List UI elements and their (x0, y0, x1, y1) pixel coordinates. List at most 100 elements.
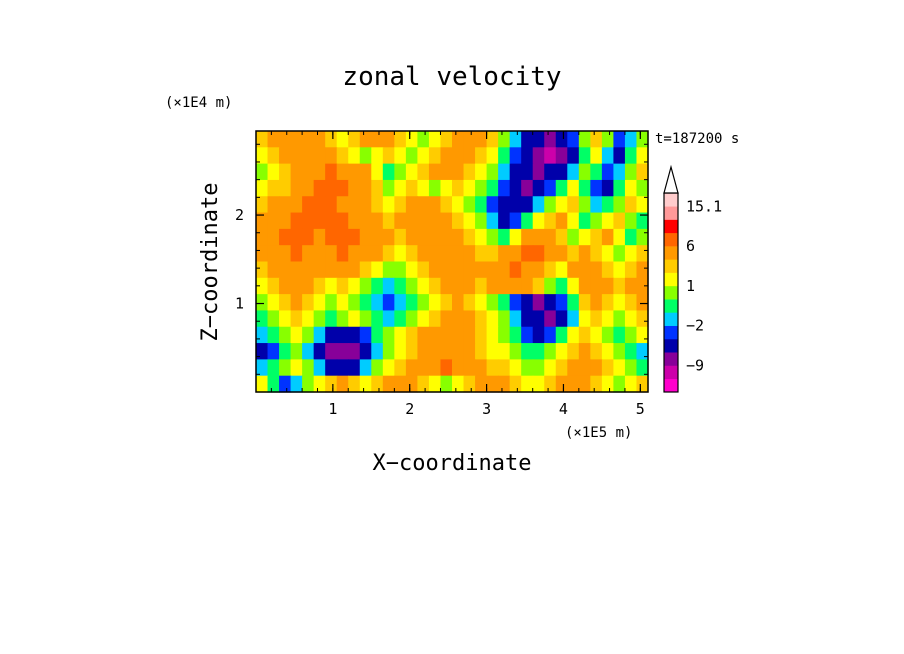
heatmap-cell (302, 131, 315, 148)
heatmap-cell (578, 163, 591, 181)
heatmap-cell (382, 245, 395, 263)
heatmap-cell (509, 131, 522, 148)
heatmap-cell (521, 245, 534, 263)
heatmap-cell (555, 261, 568, 279)
heatmap-cell (394, 326, 407, 344)
heatmap-cell (521, 310, 534, 328)
heatmap-cell (313, 131, 326, 148)
heatmap-cell (313, 179, 326, 197)
heatmap-cell (590, 359, 603, 377)
heatmap-cell (256, 163, 269, 181)
heatmap-cell (348, 310, 361, 328)
heatmap-cell (371, 131, 384, 148)
heatmap-cell (486, 294, 499, 312)
heatmap-cell (279, 261, 292, 279)
heatmap-cell (359, 245, 372, 263)
heatmap-cell (509, 228, 522, 246)
heatmap-cell (256, 179, 269, 197)
heatmap-cell (567, 245, 580, 263)
heatmap-cell (463, 196, 476, 214)
heatmap-cell (336, 179, 349, 197)
heatmap-cell (417, 245, 430, 263)
heatmap-cell (578, 131, 591, 148)
heatmap-cell (590, 326, 603, 344)
heatmap-cell (394, 343, 407, 360)
heatmap-cell (498, 228, 511, 246)
colorbar-segment (664, 272, 678, 287)
heatmap-cell (486, 359, 499, 377)
heatmap-cell (417, 228, 430, 246)
heatmap-cell (256, 131, 269, 148)
heatmap-cell (290, 277, 303, 295)
heatmap-cell (279, 294, 292, 312)
heatmap-cell (636, 343, 649, 360)
heatmap-cell (290, 228, 303, 246)
heatmap-cell (428, 343, 442, 360)
heatmap-cell (555, 179, 568, 197)
colorbar-label: 6 (686, 237, 695, 255)
heatmap-cell (394, 310, 407, 328)
heatmap-cell (509, 179, 522, 197)
heatmap-cell (452, 245, 465, 263)
heatmap-cell (532, 196, 545, 214)
heatmap-cell (336, 228, 349, 246)
heatmap-cell (382, 294, 395, 312)
heatmap-cell (578, 212, 591, 230)
heatmap-cell (440, 196, 453, 214)
heatmap-cell (348, 277, 361, 295)
heatmap-cell (382, 326, 395, 344)
heatmap-cell (544, 245, 557, 263)
heatmap-cell (302, 163, 315, 181)
heatmap-cell (590, 343, 603, 360)
y-axis-label: Z−coordinate (198, 183, 223, 342)
heatmap-cell (613, 261, 626, 279)
heatmap-cell (624, 131, 638, 148)
heatmap-cell (532, 147, 545, 165)
colorbar-segment (664, 246, 678, 260)
heatmap-cell (405, 359, 419, 377)
heatmap-cell (475, 310, 488, 328)
heatmap-cell (371, 294, 384, 312)
colorbar-segment (664, 232, 678, 247)
colorbar-segment (664, 325, 678, 340)
heatmap-cell (532, 294, 545, 312)
heatmap-cell (578, 326, 591, 344)
heatmap-cell (290, 163, 303, 181)
heatmap-cell (348, 131, 361, 148)
heatmap-cell (405, 147, 419, 165)
heatmap-cell (325, 147, 338, 165)
heatmap-cell (313, 163, 326, 181)
heatmap-cell (359, 343, 372, 360)
heatmap-cell (486, 147, 499, 165)
heatmap-cell (394, 147, 407, 165)
heatmap-cell (428, 147, 442, 165)
heatmap-cell (567, 196, 580, 214)
x-tick-label: 1 (328, 400, 337, 418)
heatmap-cell (394, 163, 407, 181)
heatmap-cell (359, 326, 372, 344)
heatmap-cell (256, 245, 269, 263)
heatmap-cell (463, 375, 476, 393)
heatmap-cell (348, 147, 361, 165)
x-axis-label: X−coordinate (373, 451, 532, 476)
heatmap-cell (475, 343, 488, 360)
heatmap-cell (590, 212, 603, 230)
heatmap-cell (486, 245, 499, 263)
heatmap-cell (440, 294, 453, 312)
heatmap-cell (613, 375, 626, 393)
heatmap-cell (336, 163, 349, 181)
heatmap-cell (486, 163, 499, 181)
heatmap-cell (601, 179, 615, 197)
heatmap-cell (290, 131, 303, 148)
heatmap-cell (256, 359, 269, 377)
heatmap-cell (359, 228, 372, 246)
heatmap-cell (440, 277, 453, 295)
heatmap-cell (325, 228, 338, 246)
heatmap-cell (279, 343, 292, 360)
heatmap-cell (555, 196, 568, 214)
heatmap-cell (498, 131, 511, 148)
heatmap-cell (463, 147, 476, 165)
heatmap-cell (440, 179, 453, 197)
heatmap-cell (463, 131, 476, 148)
heatmap-cell (452, 179, 465, 197)
